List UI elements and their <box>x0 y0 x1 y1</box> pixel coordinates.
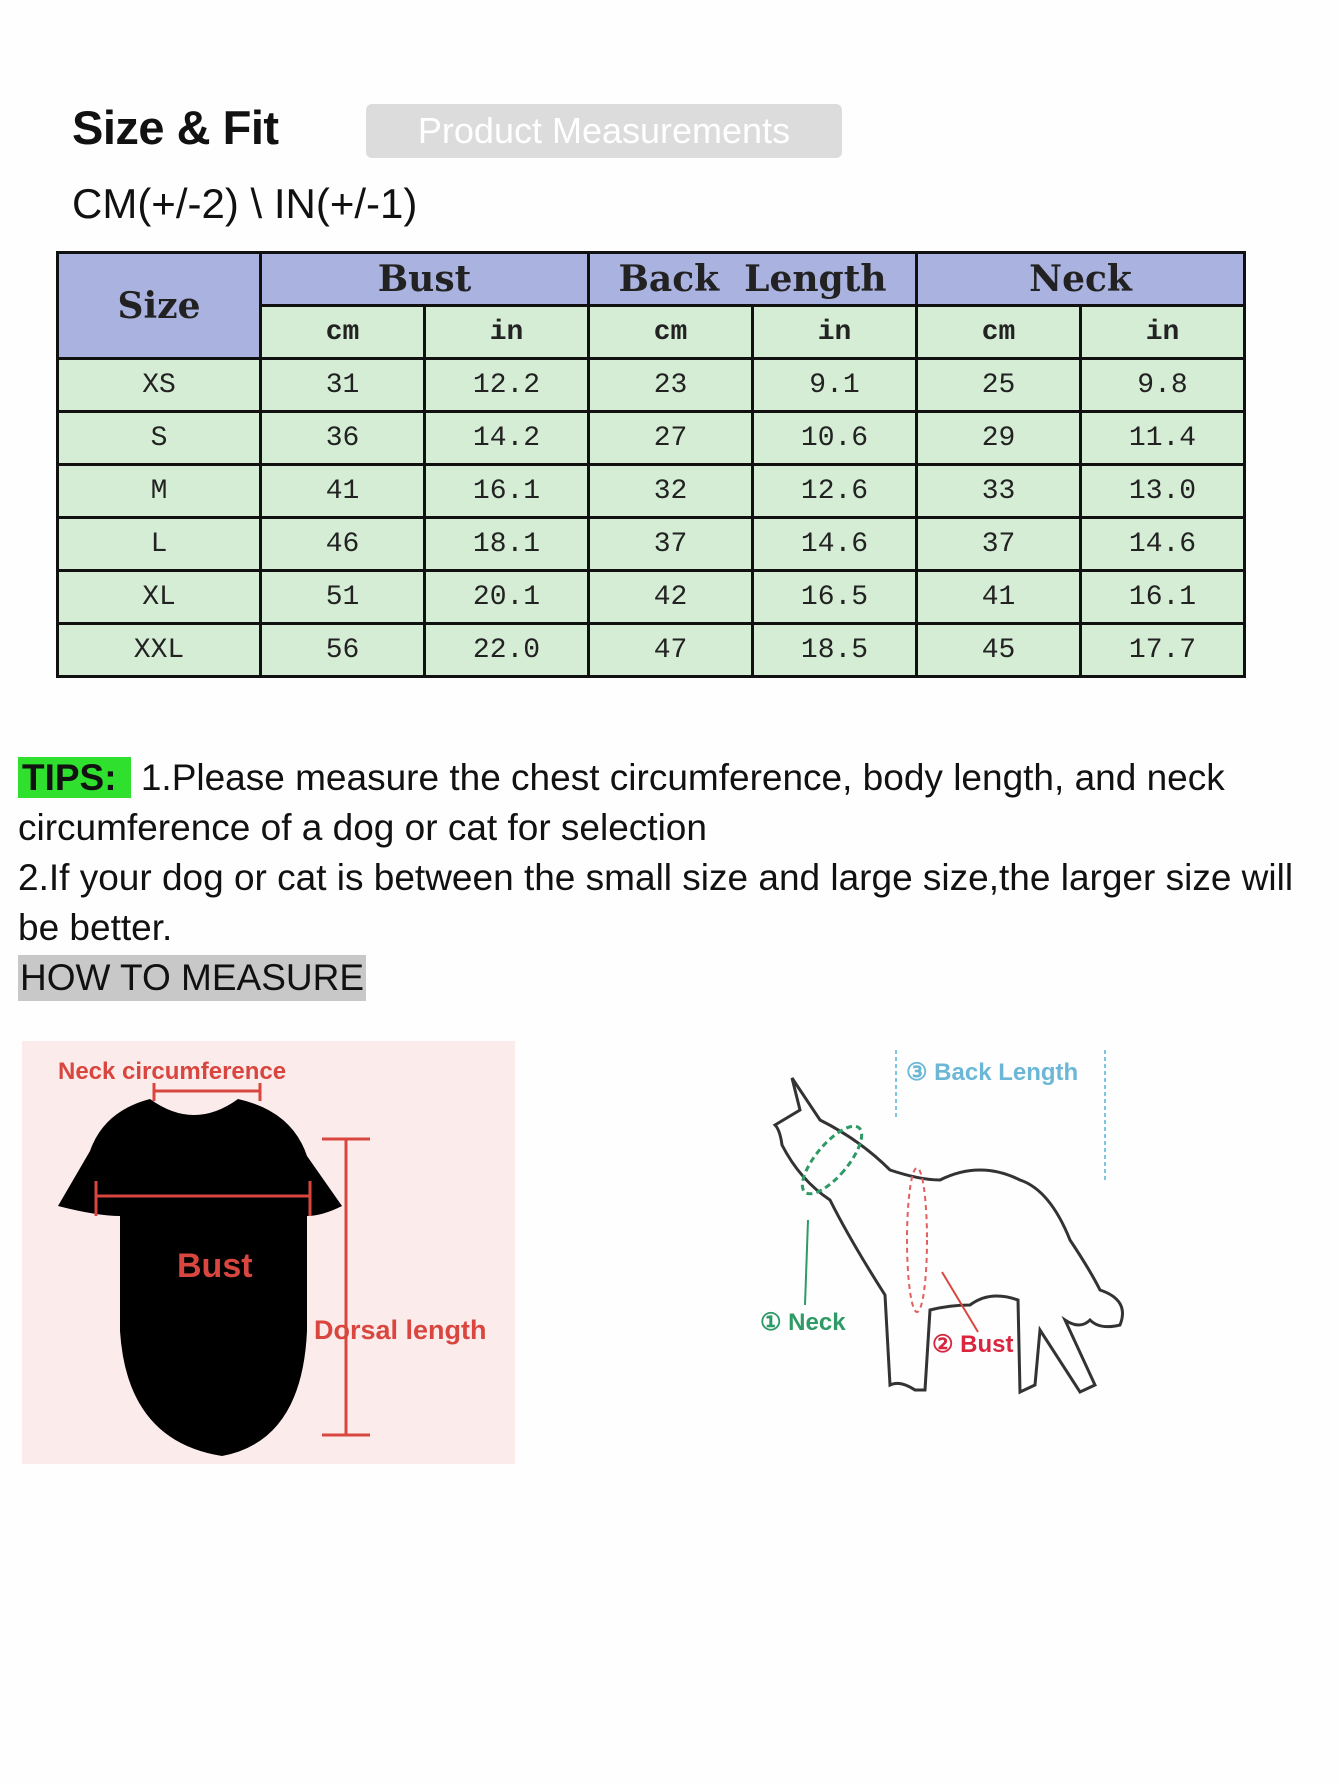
table-row: XL 51 20.1 42 16.5 41 16.1 <box>56 569 1246 625</box>
measurement-cell: 11.4 <box>1079 410 1246 466</box>
measurement-cell: 23 <box>587 357 754 413</box>
garment-diagram: Neck circumference Bust Dorsal length <box>22 1041 515 1464</box>
measurement-cell: 18.5 <box>751 622 918 678</box>
size-cell: L <box>56 516 262 572</box>
measurement-cell: 56 <box>259 622 426 678</box>
tip-2: 2.If your dog or cat is between the smal… <box>18 857 1294 948</box>
size-cell: XL <box>56 569 262 625</box>
table-row: XXL 56 22.0 47 18.5 45 17.7 <box>56 622 1246 678</box>
unit-header: in <box>1079 304 1246 360</box>
measurement-cell: 16.1 <box>423 463 590 519</box>
measurement-cell: 13.0 <box>1079 463 1246 519</box>
dorsal-length-label: Dorsal length <box>314 1315 487 1345</box>
measurement-cell: 20.1 <box>423 569 590 625</box>
tips-section: TIPS: 1.Please measure the chest circumf… <box>18 753 1338 1003</box>
neck-header: Neck <box>915 251 1246 307</box>
measurement-cell: 14.2 <box>423 410 590 466</box>
measurement-cell: 16.1 <box>1079 569 1246 625</box>
tip-1: 1.Please measure the chest circumference… <box>18 757 1225 848</box>
tips-label: TIPS: <box>18 757 131 798</box>
measurement-cell: 25 <box>915 357 1082 413</box>
measurement-cell: 14.6 <box>751 516 918 572</box>
measurement-cell: 46 <box>259 516 426 572</box>
back-length-header: Back Length <box>587 251 918 307</box>
measurement-cell: 47 <box>587 622 754 678</box>
measurement-cell: 12.6 <box>751 463 918 519</box>
neck-circumference-label: Neck circumference <box>58 1058 286 1085</box>
table-row: S 36 14.2 27 10.6 29 11.4 <box>56 410 1246 466</box>
measurement-cell: 41 <box>915 569 1082 625</box>
garment-shape <box>58 1099 342 1456</box>
measurement-cell: 37 <box>915 516 1082 572</box>
measurement-cell: 16.5 <box>751 569 918 625</box>
measurement-cell: 51 <box>259 569 426 625</box>
measurement-cell: 32 <box>587 463 754 519</box>
table-row: L 46 18.1 37 14.6 37 14.6 <box>56 516 1246 572</box>
measurement-cell: 42 <box>587 569 754 625</box>
unit-header: in <box>751 304 918 360</box>
measurement-cell: 37 <box>587 516 754 572</box>
measurement-cell: 10.6 <box>751 410 918 466</box>
size-cell: M <box>56 463 262 519</box>
bust-label: ② Bust <box>932 1331 1014 1358</box>
table-row: M 41 16.1 32 12.6 33 13.0 <box>56 463 1246 519</box>
size-cell: S <box>56 410 262 466</box>
measurement-cell: 27 <box>587 410 754 466</box>
dog-diagram: ③ Back Length ① Neck ② Bust <box>720 1040 1200 1410</box>
size-cell: XXL <box>56 622 262 678</box>
measurement-cell: 45 <box>915 622 1082 678</box>
measurement-cell: 41 <box>259 463 426 519</box>
product-measurements-tab[interactable]: Product Measurements <box>366 104 842 158</box>
measurement-cell: 17.7 <box>1079 622 1246 678</box>
page-title: Size & Fit <box>72 101 279 154</box>
measurement-cell: 12.2 <box>423 357 590 413</box>
bust-header: Bust <box>259 251 590 307</box>
measurement-cell: 18.1 <box>423 516 590 572</box>
measurement-cell: 31 <box>259 357 426 413</box>
how-to-measure-label: HOW TO MEASURE <box>18 955 367 1001</box>
size-cell: XS <box>56 357 262 413</box>
measurement-cell: 33 <box>915 463 1082 519</box>
unit-header: cm <box>259 304 426 360</box>
size-table: Size Bust Back Length Neck cm in cm in c… <box>56 251 1246 678</box>
back-length-label: ③ Back Length <box>906 1059 1078 1086</box>
measurement-cell: 9.8 <box>1079 357 1246 413</box>
measurement-cell: 36 <box>259 410 426 466</box>
table-row: XS 31 12.2 23 9.1 25 9.8 <box>56 357 1246 413</box>
unit-header: in <box>423 304 590 360</box>
measurement-cell: 29 <box>915 410 1082 466</box>
dog-outline <box>772 1077 1124 1395</box>
bust-label: Bust <box>177 1247 253 1285</box>
size-header: Size <box>56 251 262 360</box>
tolerance-note: CM(+/-2) \ IN(+/-1) <box>72 180 418 227</box>
neck-label: ① Neck <box>760 1309 846 1336</box>
measurement-cell: 22.0 <box>423 622 590 678</box>
unit-header: cm <box>915 304 1082 360</box>
measurement-cell: 9.1 <box>751 357 918 413</box>
measurement-cell: 14.6 <box>1079 516 1246 572</box>
unit-header: cm <box>587 304 754 360</box>
